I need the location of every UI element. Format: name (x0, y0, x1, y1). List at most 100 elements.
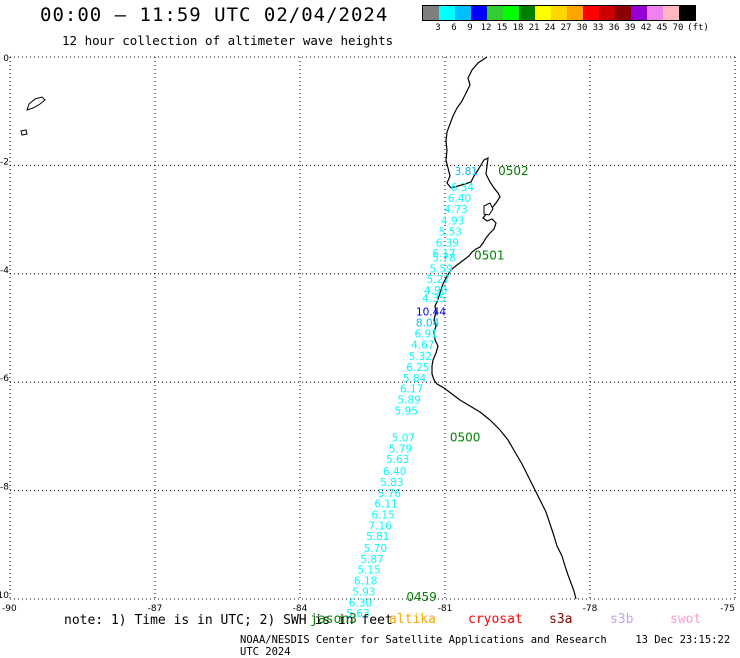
colorbar-label: 6 (451, 23, 457, 33)
swh-observations: 3.816.346.404.734.935.536.396.175.785.59… (346, 166, 478, 620)
longitude-tick-label: -78 (583, 604, 598, 614)
colorbar-swatch (471, 6, 487, 20)
colorbar-swatch (487, 6, 503, 20)
colorbar-label: 15 (496, 23, 508, 33)
swh-value-label: 4.73 (444, 204, 467, 216)
swh-value-label: 5.27 (427, 274, 450, 286)
colorbar-swatch (615, 6, 631, 20)
colorbar-swatch (535, 6, 551, 20)
swh-value-label: 5.59 (429, 263, 452, 275)
colorbar-unit: (ft) (687, 23, 709, 33)
colorbar-swatch (631, 6, 647, 20)
colorbar-label: 36 (608, 23, 620, 33)
swh-value-label: 6.25 (406, 362, 429, 374)
swh-value-label: 6.17 (400, 384, 423, 396)
axis-ticks: -90 -87 -84 -81 -78 -75 0 -2 -4 -6 -8 -10 (0, 54, 735, 614)
colorbar-label: 12 (480, 23, 492, 33)
map-grid (9, 56, 736, 600)
swh-value-label: 4.35 (422, 293, 445, 305)
colorbar-swatch (599, 6, 615, 20)
coastline (20, 56, 577, 600)
pass-time-labels: 0502 0501 0500 0459 (406, 164, 528, 604)
latitude-tick-label: -2 (0, 157, 9, 167)
longitude-tick-label: -90 (2, 604, 17, 614)
swh-value-label: 5.63 (346, 608, 369, 620)
longitude-tick-label: -84 (293, 604, 308, 614)
swh-colorbar: 3 6 9 12 15 18 21 24 27 30 33 36 39 42 45 70 (ft) (422, 5, 709, 35)
colorbar-swatch (663, 6, 679, 20)
south-america-coastline (431, 56, 577, 600)
longitude-tick-label: -87 (148, 604, 163, 614)
colorbar-label: 9 (467, 23, 473, 33)
swh-value-label: 5.32 (409, 351, 432, 363)
satellite-legend-item: s3b (610, 612, 634, 627)
swh-value-label: 6.91 (414, 328, 437, 340)
puna-island (483, 202, 494, 216)
colorbar-swatch (439, 6, 455, 20)
swh-value-label: 5.81 (366, 531, 389, 543)
colorbar-swatch (423, 6, 439, 20)
colorbar-label: 24 (544, 23, 556, 33)
colorbar-label: 70 (672, 23, 684, 33)
swh-value-label: 5.84 (403, 373, 427, 385)
galapagos-island (20, 129, 28, 136)
swh-value-label: 5.78 (432, 253, 455, 265)
swh-value-label: 3.81 (455, 166, 478, 178)
swh-value-label: 4.93 (441, 216, 464, 228)
swh-value-label: 10.44 (416, 307, 446, 319)
swh-value-label: 8.04 (416, 318, 440, 330)
galapagos-island (26, 96, 46, 111)
satellite-legend-item: jason3 (310, 612, 357, 627)
longitude-tick-label: -81 (438, 604, 453, 614)
swh-value-label: 6.15 (371, 509, 394, 521)
swh-value-label: 6.30 (349, 597, 372, 609)
swh-value-label: 7.16 (369, 520, 393, 532)
swh-value-label: 5.93 (352, 586, 375, 598)
colorbar-label: 42 (640, 23, 652, 33)
colorbar-swatch (679, 6, 695, 20)
satellite-legend-item: altika (389, 612, 436, 627)
swh-value-label: 5.87 (360, 554, 383, 566)
satellite-legend-item: cryosat (468, 612, 523, 627)
colorbar-swatch (647, 6, 663, 20)
swh-value-label: 5.89 (398, 395, 421, 407)
colorbar-swatches (422, 5, 696, 21)
page-subtitle: 12 hour collection of altimeter wave hei… (62, 33, 394, 48)
pass-time-label: 0500 (450, 430, 481, 444)
swh-value-label: 5.83 (380, 477, 403, 489)
colorbar-label: 33 (592, 23, 604, 33)
satellite-legend-item: swot (670, 612, 702, 627)
footer-credit: NOAA/NESDIS Center for Satellite Applica… (240, 634, 740, 658)
colorbar-label: 30 (576, 23, 588, 33)
swh-value-label: 4.90 (424, 285, 447, 297)
pass-time-label: 0502 (498, 164, 529, 178)
swh-value-label: 6.40 (383, 466, 406, 478)
colorbar-label: 21 (528, 23, 540, 33)
swh-value-label: 6.11 (374, 499, 397, 511)
swh-value-label: 5.70 (364, 543, 387, 555)
colorbar-label: 3 (435, 23, 441, 33)
colorbar-label: 45 (656, 23, 668, 33)
colorbar-swatch (551, 6, 567, 20)
swh-value-label: 5.76 (378, 488, 402, 500)
credit-text: NOAA/NESDIS Center for Satellite Applica… (240, 634, 607, 646)
colorbar-label: 18 (512, 23, 524, 33)
footer-note: note: 1) Time is in UTC; 2) SWH is in fe… (64, 613, 393, 628)
swh-value-label: 5.53 (439, 227, 462, 239)
swh-value-label: 6.18 (354, 576, 377, 588)
colorbar-swatch (455, 6, 471, 20)
latitude-tick-label: -10 (0, 591, 9, 601)
swh-value-label: 5.07 (392, 432, 415, 444)
page-title: 00:00 – 11:59 UTC 02/04/2024 (40, 4, 389, 26)
latitude-tick-label: -6 (0, 374, 9, 384)
colorbar-label: 39 (624, 23, 636, 33)
swh-value-label: 4.67 (411, 339, 434, 351)
satellite-legend-item: s3a (549, 612, 573, 627)
swh-value-label: 5.63 (386, 454, 409, 466)
swh-value-label: 5.79 (389, 443, 412, 455)
swh-value-label: 5.15 (357, 565, 380, 577)
latitude-tick-label: 0 (3, 54, 9, 64)
pass-time-label: 0459 (406, 590, 437, 604)
colorbar-label: 27 (560, 23, 572, 33)
